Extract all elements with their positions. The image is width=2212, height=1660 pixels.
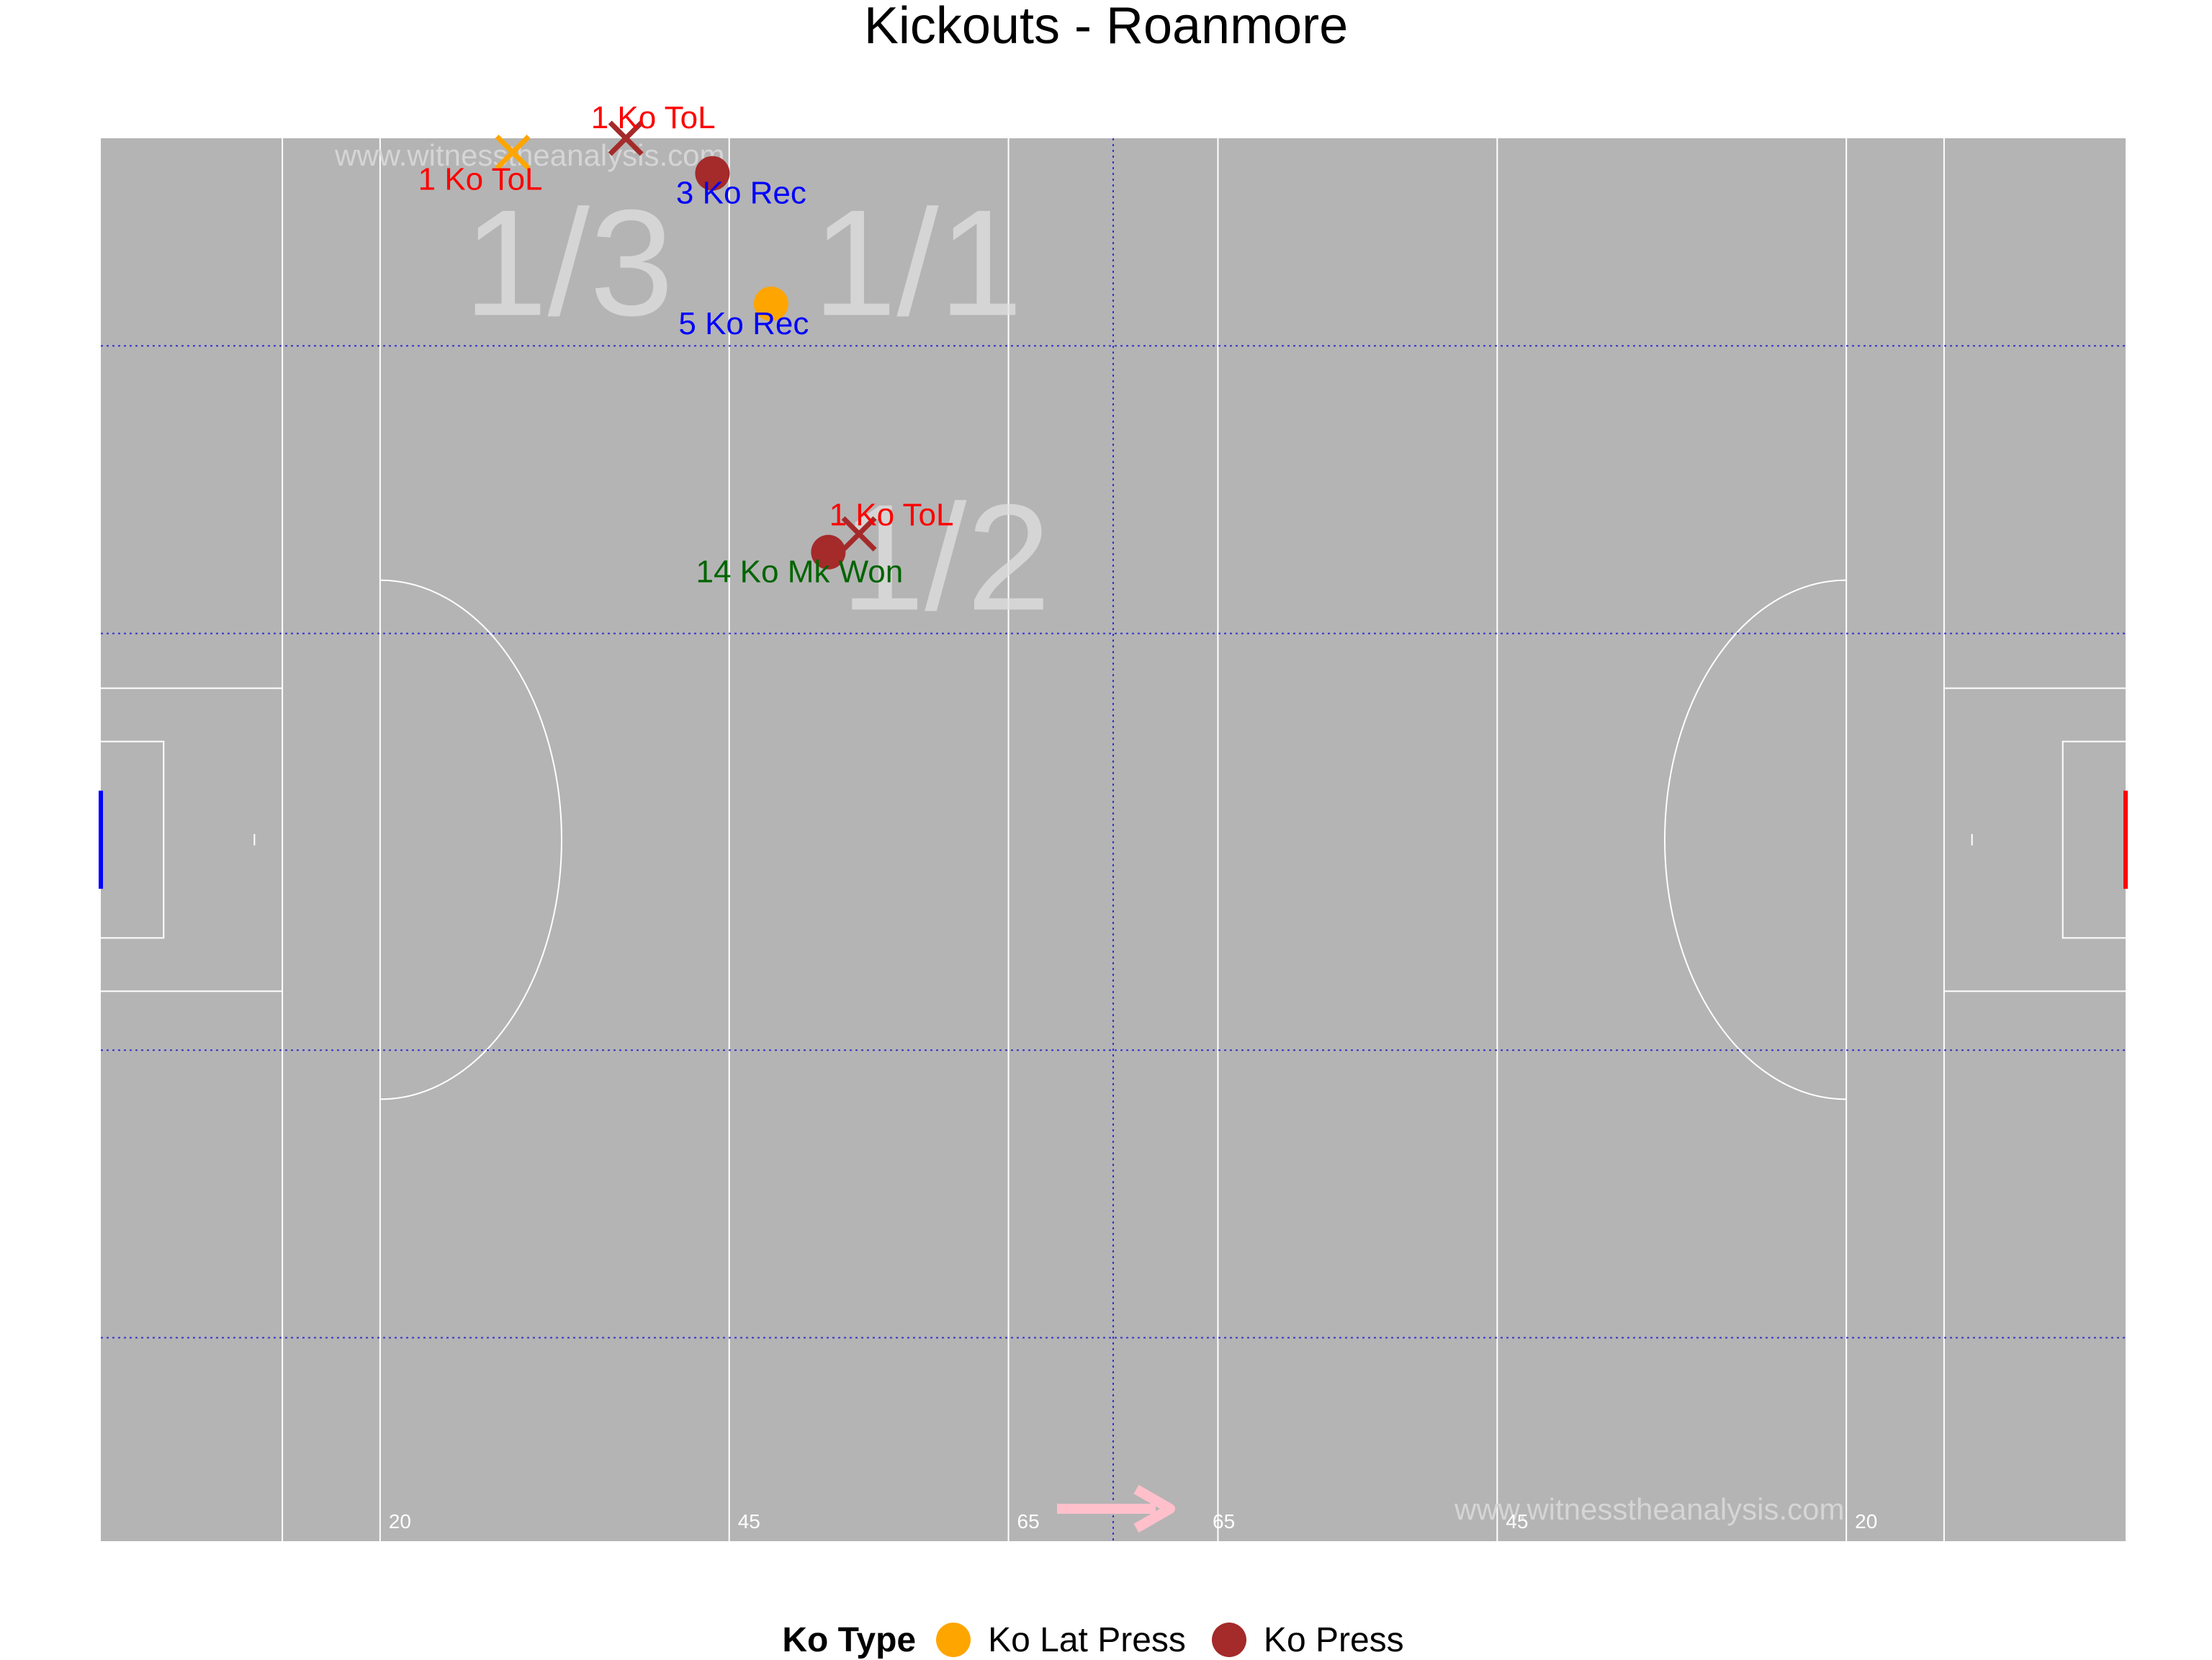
watermark: www.witnesstheanalysis.com	[1454, 1492, 1845, 1526]
legend-item: Ko Press	[1211, 1620, 1404, 1660]
kickout-label: 3 Ko Rec	[676, 176, 806, 211]
attack-arrow-head	[1133, 1484, 1175, 1533]
zone-label: 1/1	[813, 178, 1023, 347]
kickout-label: 5 Ko Rec	[678, 306, 809, 341]
distance-marker: 20	[389, 1510, 411, 1533]
kickout-point	[753, 286, 788, 321]
legend-label: Ko Lat Press	[988, 1620, 1186, 1659]
left-small-rectangle	[101, 740, 165, 939]
kickout-points	[495, 120, 877, 570]
chart-title: Kickouts - Roanmore	[863, 0, 1349, 55]
kickout-point	[811, 534, 846, 570]
right-arc	[1664, 579, 1847, 1100]
distance-marker: 65	[1017, 1510, 1040, 1533]
pitch	[99, 138, 2128, 1541]
legend: Ko Type Ko Lat Press Ko Press	[0, 1620, 2212, 1659]
kickout-labels: 3 Ko Rec 5 Ko Rec 14 Ko Mk Won 1 Ko ToL 1 Ko…	[418, 100, 954, 590]
pitch-surface	[101, 138, 2126, 1541]
distance-markers: 20 45 65 65 45 20	[389, 1510, 1877, 1533]
kickout-point	[695, 156, 730, 191]
kickout-cross	[608, 120, 644, 156]
distance-marker: 20	[1855, 1510, 1877, 1533]
kickout-cross	[495, 135, 531, 170]
right-small-rectangle	[2062, 740, 2126, 939]
distance-marker: 45	[738, 1510, 760, 1533]
legend-swatch	[1211, 1623, 1246, 1657]
distance-marker: 45	[1506, 1510, 1528, 1533]
legend-items: Ko Lat Press Ko Press	[936, 1620, 1430, 1660]
kickout-label: 14 Ko Mk Won	[696, 555, 903, 590]
zone-label: 1/2	[840, 472, 1051, 642]
legend-item: Ko Lat Press	[936, 1620, 1186, 1660]
zone-label: 1/3	[464, 178, 674, 347]
left-arc	[379, 579, 562, 1100]
kickout-label: 1 Ko ToL	[830, 497, 954, 532]
kickout-cross	[841, 516, 877, 552]
distance-marker: 65	[1213, 1510, 1235, 1533]
kickout-label: 1 Ko ToL	[591, 100, 716, 135]
legend-label: Ko Press	[1263, 1620, 1404, 1659]
kickout-label: 1 Ko ToL	[418, 161, 543, 197]
legend-title: Ko Type	[782, 1620, 917, 1659]
legend-swatch	[936, 1623, 971, 1657]
zone-grid: 1/3 1/11/2www.witnesstheanalysis.comwww.w…	[101, 138, 2126, 1541]
